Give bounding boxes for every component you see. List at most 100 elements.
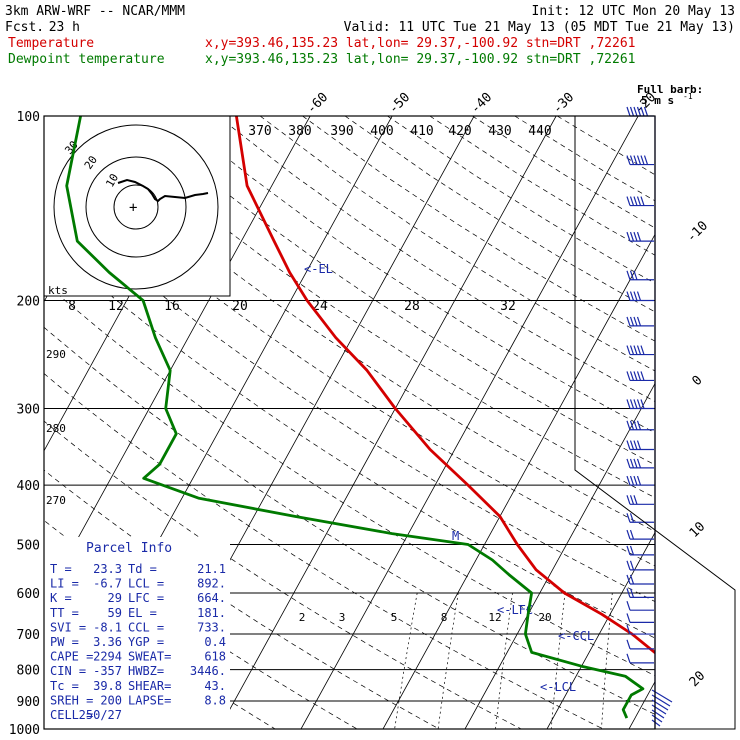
- wind-barb-flag: [626, 270, 631, 280]
- parcel-info-row-7-col-0: CIN =: [50, 664, 86, 678]
- skew-boundary: [574, 116, 736, 730]
- parcel-info-row-3-col-2: EL =: [128, 606, 157, 620]
- legend-dewpoint-name: Dewpoint temperature: [8, 52, 165, 67]
- wind-barb-flag: [626, 574, 631, 585]
- theta-e-tick-440: 440: [528, 124, 551, 139]
- dry-adiabat-290: [44, 373, 604, 729]
- level-label-lfc: <-LFC: [497, 603, 533, 617]
- wind-barb-flag: [633, 106, 638, 117]
- wind-barb-flag: [629, 420, 635, 430]
- theta-e-tick-410: 410: [410, 124, 433, 139]
- parcel-info-row-2-col-2: LFC =: [128, 591, 164, 605]
- wind-barb-flag: [626, 529, 631, 540]
- wind-barb-400: [626, 475, 654, 486]
- wind-barb-flag: [640, 399, 645, 409]
- parcel-info-row-8-col-0: Tc =: [50, 679, 79, 693]
- dry-adiabat-450: [472, 116, 655, 229]
- theta-e-tick-370: 370: [248, 124, 271, 139]
- wind-barb-cluster-line: [651, 709, 665, 719]
- dry-adiabat-360: [90, 116, 655, 499]
- wind-barb-flag: [636, 291, 642, 301]
- wind-barb-flag: [629, 545, 635, 556]
- parcel-info-row-1-col-0: LI =: [50, 577, 79, 591]
- dry-adiabat-420: [344, 116, 655, 313]
- wind-barb-flag: [629, 231, 635, 242]
- barb-legend-exp: -1: [683, 92, 693, 101]
- wind-barb-flag: [629, 196, 635, 206]
- speed-tick-20: 20: [232, 299, 248, 314]
- pressure-tick-900: 900: [17, 695, 40, 710]
- parcel-info-row-2-col-0: K =: [50, 591, 72, 605]
- dry-adiabat-lines: [44, 116, 655, 729]
- dry-adiabat-380: [174, 116, 655, 434]
- isotherm-0: [464, 382, 655, 729]
- wind-barb-670: [626, 613, 654, 623]
- temperature-curve: [235, 116, 655, 697]
- mixing-ratio-tick-12: 12: [488, 611, 501, 624]
- parcel-info-row-4-col-0: SVI =: [50, 620, 86, 634]
- parcel-info-row-10-col-0: CELL =: [50, 708, 93, 722]
- parcel-info-row-10-col-1: 250/27: [79, 708, 122, 722]
- theta-tick-290: 290: [46, 348, 66, 361]
- parcel-info-row-2-col-3: 664.: [197, 591, 226, 605]
- wind-barb-flag: [633, 270, 638, 280]
- theta-e-tick-390: 390: [330, 124, 353, 139]
- mixing-ratio-tick-8: 8: [441, 611, 448, 624]
- wind-barb-flag: [626, 440, 631, 450]
- parcel-info-row-0-col-3: 21.1: [197, 562, 226, 576]
- wind-barb-610: [626, 588, 654, 599]
- parcel-info-row-6-col-0: CAPE =: [50, 650, 93, 664]
- wind-barb-flag: [636, 440, 642, 450]
- wind-barb-flag: [633, 316, 638, 327]
- speed-tick-16: 16: [164, 299, 180, 314]
- parcel-info-row-6-col-2: SWEAT=: [128, 650, 171, 664]
- wind-barb-550: [626, 560, 654, 571]
- parcel-info-row-9-col-1: 200: [100, 693, 122, 707]
- sounding-curves: [65, 116, 655, 719]
- wind-barb-flag: [629, 495, 635, 505]
- plot-frame: [43, 115, 736, 730]
- parcel-info-row-5-col-1: 3.36: [93, 635, 122, 649]
- wind-barb-460: [626, 513, 654, 523]
- parcel-info-row-1-col-3: 892.: [197, 577, 226, 591]
- speed-tick-8: 8: [68, 299, 76, 314]
- parcel-info-row-0-col-2: Td =: [128, 562, 157, 576]
- wind-barb-350: [626, 440, 654, 451]
- wind-barb-700: [626, 624, 654, 635]
- parcel-info-row-4-col-1: -8.1: [93, 620, 122, 634]
- isotherm-10: [546, 531, 655, 729]
- hodograph-center-marker: +: [129, 200, 137, 216]
- parcel-info-row-4-col-2: CCL =: [128, 620, 164, 634]
- hodograph-ring-20: [85, 156, 187, 258]
- pressure-tick-400: 400: [17, 479, 40, 494]
- wind-barb-flag: [629, 458, 635, 469]
- fcst-hours: 23 h: [49, 20, 80, 35]
- hodograph-ring-label-20: 20: [82, 153, 100, 171]
- wind-barb-flag: [629, 291, 635, 301]
- wind-barb-flag: [626, 545, 631, 556]
- wind-barb-flag: [629, 588, 635, 598]
- hodograph-unit: kts: [48, 284, 68, 297]
- wind-barb-flag: [629, 475, 635, 486]
- parcel-info-row-1-col-1: -6.7: [93, 577, 122, 591]
- mixing-ratio-line-20: [668, 593, 675, 729]
- wind-barb-flag: [629, 574, 635, 585]
- wind-barb-flag: [629, 345, 635, 355]
- parcel-info-row-9-col-2: LAPSE=: [128, 693, 171, 707]
- wind-barb-flag: [626, 513, 631, 523]
- mixing-ratio-tick-3: 3: [339, 611, 346, 624]
- parcel-info-row-2-col-1: 29: [108, 591, 122, 605]
- wind-barb-640: [626, 600, 654, 611]
- theta-e-tick-430: 430: [488, 124, 511, 139]
- wind-barb-flag: [633, 345, 638, 355]
- wind-barb-flag: [629, 560, 635, 571]
- wind-barb-490: [626, 529, 654, 540]
- wind-barb-flag: [633, 371, 638, 381]
- parcel-info-row-6-col-1: 2294: [93, 650, 122, 664]
- isotherm--10: [382, 233, 655, 729]
- mixing-ratio-line-30: [723, 593, 727, 729]
- wind-barb-740: [626, 639, 654, 650]
- wind-barb-flag: [636, 106, 642, 117]
- wind-barb-flag: [629, 155, 635, 165]
- wind-barb-flag: [629, 270, 635, 280]
